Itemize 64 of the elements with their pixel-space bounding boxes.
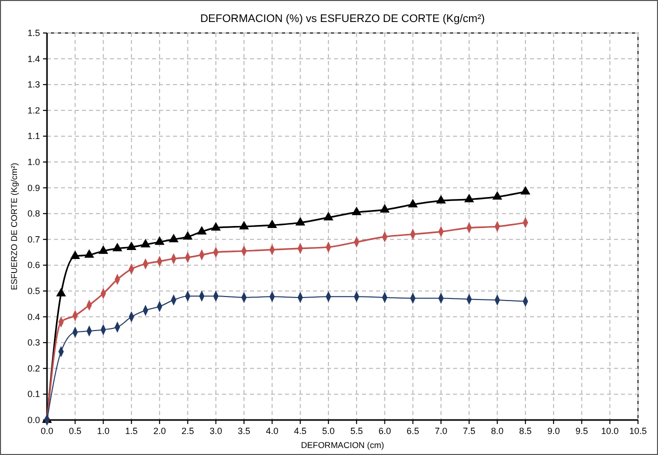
point <box>436 195 446 204</box>
point <box>492 191 502 200</box>
y-tick-label: 0.1 <box>27 389 40 400</box>
point <box>182 231 193 240</box>
x-tick-label: 7.5 <box>462 426 476 436</box>
point <box>210 222 221 231</box>
x-tick-label: 8.5 <box>519 426 532 436</box>
y-tick-label: 0.0 <box>27 415 40 425</box>
x-tick-label: 2.0 <box>153 426 166 436</box>
y-tick-label: 0.2 <box>27 363 40 374</box>
x-tick-label: 9.0 <box>547 426 560 436</box>
x-tick-label: 9.5 <box>575 426 588 436</box>
y-tick-label: 1.5 <box>27 28 40 38</box>
point <box>98 245 108 254</box>
x-tick-label: 10.0 <box>601 426 619 436</box>
point <box>408 198 418 208</box>
y-tick-label: 1.3 <box>27 80 40 90</box>
point <box>295 216 306 226</box>
chart-title: DEFORMACION (%) vs ESFUERZO DE CORTE (Kg/cm²) <box>200 13 485 25</box>
point <box>352 206 362 216</box>
point <box>84 249 94 258</box>
y-axis-title: ESFUERZO DE CORTE (Kg/cm²) <box>9 162 19 290</box>
x-tick-label: 1.5 <box>125 426 138 436</box>
point <box>168 234 179 242</box>
point <box>239 220 249 230</box>
y-tick-label: 0.4 <box>27 312 40 322</box>
y-tick-label: 0.5 <box>27 286 40 296</box>
point <box>56 288 66 296</box>
y-tick-label: 0.8 <box>27 208 40 219</box>
point <box>267 220 278 228</box>
x-tick-label: 10.5 <box>629 426 647 436</box>
point <box>196 226 207 235</box>
y-tick-label: 1.0 <box>27 157 40 167</box>
x-tick-label: 3.5 <box>238 426 250 436</box>
y-tick-label: 0.7 <box>27 234 40 244</box>
x-tick-label: 6.0 <box>378 426 391 436</box>
x-tick-label: 4.0 <box>266 426 278 436</box>
point <box>464 194 474 202</box>
x-tick-label: 5.5 <box>350 426 363 436</box>
point <box>112 242 122 252</box>
point <box>126 241 136 250</box>
x-tick-label: 0.0 <box>40 426 54 436</box>
point <box>324 212 334 220</box>
point <box>70 250 80 260</box>
x-tick-label: 7.0 <box>434 426 448 436</box>
point <box>140 238 150 248</box>
x-tick-label: 3.0 <box>210 426 222 436</box>
y-tick-label: 0.9 <box>27 182 40 193</box>
point <box>520 186 530 195</box>
y-tick-label: 1.1 <box>27 131 40 142</box>
x-tick-label: 5.0 <box>322 426 335 436</box>
x-axis-title: DEFORMACION (cm) <box>300 440 384 450</box>
point <box>380 204 390 213</box>
x-tick-label: 4.5 <box>294 426 307 436</box>
x-tick-label: 1.0 <box>97 426 110 436</box>
x-tick-label: 0.5 <box>68 426 82 436</box>
y-tick-label: 1.2 <box>27 105 40 116</box>
y-tick-label: 0.3 <box>27 338 40 348</box>
x-tick-label: 6.5 <box>406 426 420 436</box>
y-tick-label: 0.6 <box>27 260 40 270</box>
x-tick-label: 2.5 <box>181 426 194 436</box>
point <box>154 236 164 245</box>
y-tick-label: 1.4 <box>27 54 40 64</box>
x-tick-label: 8.0 <box>491 426 504 436</box>
